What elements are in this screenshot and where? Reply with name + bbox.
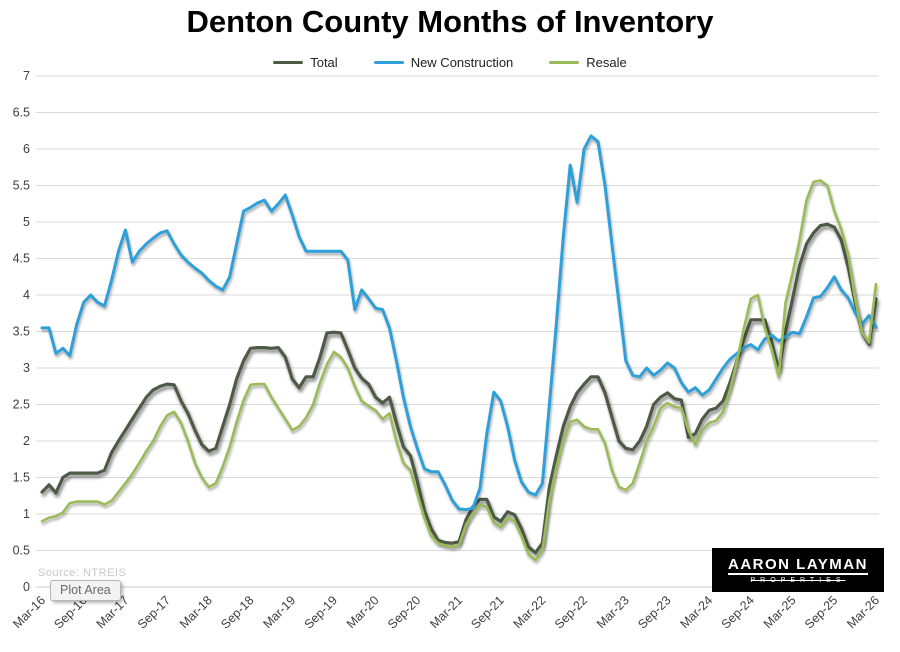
legend-label-resale: Resale bbox=[586, 54, 627, 70]
y-tick-label: 1 bbox=[23, 507, 30, 521]
y-tick-label: 4.5 bbox=[13, 252, 30, 266]
legend-item-new-construction[interactable]: New Construction bbox=[373, 54, 514, 70]
x-tick-label: Sep-21 bbox=[468, 593, 506, 631]
y-tick-label: 4 bbox=[23, 288, 30, 302]
y-tick-label: 6.5 bbox=[13, 106, 30, 120]
x-tick-label: Mar-22 bbox=[511, 593, 549, 631]
legend-label-total: Total bbox=[310, 54, 338, 70]
y-tick-label: 5.5 bbox=[13, 179, 30, 193]
chart-title: Denton County Months of Inventory bbox=[186, 4, 714, 39]
y-tick-label: 3.5 bbox=[13, 325, 30, 339]
x-tick-label: Mar-25 bbox=[761, 593, 799, 631]
x-axis-labels: Mar-16 Sep-16 Mar-17 Sep-17 Mar-18 Sep-18 Mar-… bbox=[10, 593, 882, 631]
logo-name: AARON LAYMAN bbox=[728, 556, 868, 575]
x-tick-label: Mar-24 bbox=[677, 593, 715, 631]
y-tick-label: 0 bbox=[23, 580, 30, 594]
y-tick-label: 2.5 bbox=[13, 398, 30, 412]
y-tick-label: 1.5 bbox=[13, 471, 30, 485]
total-line bbox=[40, 222, 878, 555]
y-tick-label: 7 bbox=[23, 69, 30, 83]
y-tick-label: 2 bbox=[23, 434, 30, 448]
new-construction-line-swatch-icon bbox=[373, 60, 404, 64]
x-tick-label: Mar-21 bbox=[427, 593, 465, 631]
aaron-layman-logo: AARON LAYMAN PROPERTIES bbox=[712, 548, 884, 592]
y-tick-label: 3 bbox=[23, 361, 30, 375]
x-tick-label: Mar-16 bbox=[10, 593, 48, 631]
x-tick-label: Mar-23 bbox=[594, 593, 632, 631]
x-tick-label: Mar-20 bbox=[344, 593, 382, 631]
x-tick-label: Sep-18 bbox=[218, 593, 256, 631]
x-tick-label: Sep-20 bbox=[385, 593, 423, 631]
resale-line bbox=[40, 179, 878, 562]
x-tick-label: Mar-18 bbox=[177, 593, 215, 631]
y-tick-label: 0.5 bbox=[13, 544, 30, 558]
y-tick-label: 5 bbox=[23, 215, 30, 229]
resale-line-swatch-icon bbox=[549, 60, 580, 64]
source-attribution: Source: NTREIS bbox=[38, 567, 127, 579]
x-tick-label: Sep-19 bbox=[302, 593, 340, 631]
legend-label-new-construction: New Construction bbox=[410, 54, 514, 70]
plot-area-tooltip: Plot Area bbox=[50, 580, 121, 601]
x-tick-label: Sep-17 bbox=[135, 593, 173, 631]
x-tick-label: Sep-25 bbox=[802, 593, 840, 631]
x-tick-label: Mar-26 bbox=[844, 593, 882, 631]
x-tick-label: Mar-19 bbox=[260, 593, 298, 631]
legend: Total New Construction Resale bbox=[0, 52, 900, 72]
x-tick-label: Sep-24 bbox=[719, 593, 757, 631]
legend-item-resale[interactable]: Resale bbox=[549, 54, 627, 70]
y-tick-label: 6 bbox=[23, 142, 30, 156]
gridlines bbox=[36, 75, 879, 588]
x-tick-label: Sep-23 bbox=[635, 593, 673, 631]
total-line-swatch-icon bbox=[273, 60, 304, 64]
x-tick-label: Sep-22 bbox=[552, 593, 590, 631]
legend-item-total[interactable]: Total bbox=[273, 54, 338, 70]
logo-subtitle: PROPERTIES bbox=[750, 577, 846, 584]
new-construction-line bbox=[40, 134, 878, 512]
y-axis-labels: 0 0.5 1 1.5 2 2.5 3 3.5 4 4.5 5 5.5 6 6.5 7 bbox=[13, 69, 30, 594]
